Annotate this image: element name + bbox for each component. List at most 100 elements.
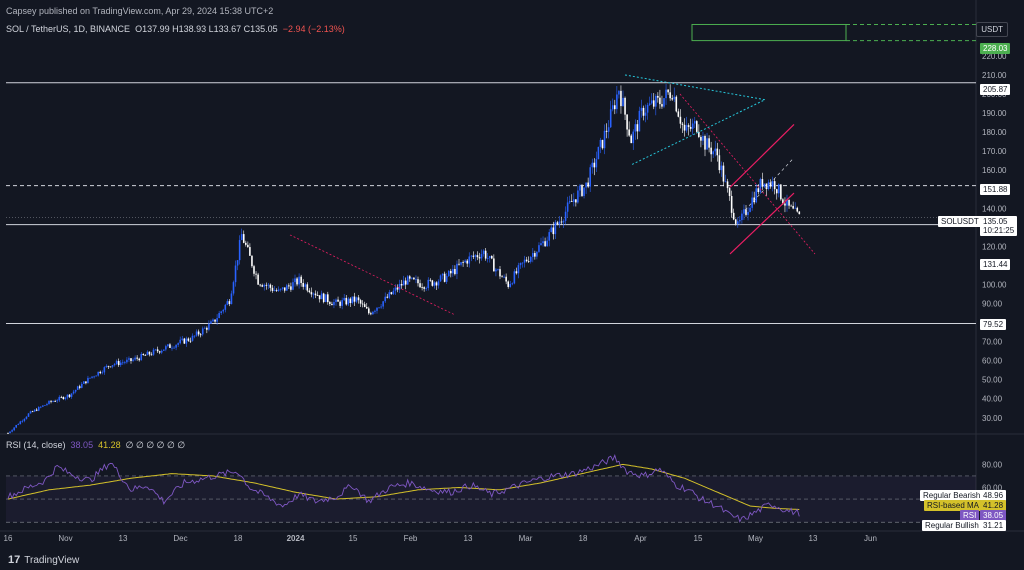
time-tick-label: 2024 <box>287 534 305 543</box>
candle-body <box>173 347 175 349</box>
candle-body <box>312 293 315 295</box>
horizontal-levels <box>6 82 976 324</box>
candle-body <box>52 401 54 402</box>
candle-body <box>62 397 65 400</box>
candle-body <box>310 292 313 295</box>
candle-body <box>573 199 575 202</box>
candle-body <box>747 211 749 215</box>
candle-body <box>195 331 198 336</box>
candle-body <box>169 344 171 348</box>
candle-body <box>66 394 69 398</box>
candle-body <box>201 328 204 335</box>
candle-body <box>238 240 241 261</box>
rsi-ma-tag: 41.28 <box>980 500 1007 511</box>
target-box <box>691 23 847 42</box>
symbol-name: SOL / TetherUS, 1D, BINANCE <box>6 24 131 34</box>
candle-body <box>679 116 682 124</box>
candle-body <box>421 287 423 288</box>
candle-body <box>341 300 343 306</box>
candle-body <box>392 290 395 295</box>
candle-body <box>749 207 751 212</box>
candle-body <box>167 344 169 347</box>
candle-body <box>216 318 218 322</box>
candle-body <box>87 377 89 384</box>
candle-body <box>431 280 434 286</box>
candle-body <box>281 287 284 289</box>
candle-body <box>374 310 376 312</box>
candle-body <box>40 406 42 408</box>
candle-body <box>445 276 448 282</box>
candle-body <box>675 96 678 112</box>
candle-body <box>640 107 643 111</box>
candle-body <box>632 131 635 144</box>
candle-body <box>19 421 22 425</box>
candle-body <box>357 297 360 301</box>
candle-body <box>505 276 507 282</box>
candle-body <box>347 298 350 305</box>
support1-price-tag: 131.44 <box>980 259 1011 270</box>
price-tick-label: 40.00 <box>982 395 1003 404</box>
candle-body <box>476 255 479 258</box>
candle-body <box>497 269 499 270</box>
candle-body <box>228 301 231 305</box>
candle-body <box>185 338 188 344</box>
candle-body <box>261 285 263 287</box>
candle-body <box>224 304 227 310</box>
candle-body <box>376 307 378 311</box>
candle-body <box>402 280 405 286</box>
candle-body <box>353 296 356 302</box>
tradingview-brand[interactable]: 17 TradingView <box>8 554 79 566</box>
candle-body <box>351 296 354 304</box>
countdown: 10:21:25 <box>983 226 1015 235</box>
candle-body <box>359 300 362 304</box>
candle-body <box>581 185 583 196</box>
time-tick-label: 13 <box>809 534 818 543</box>
candle-body <box>343 297 345 301</box>
candle-body <box>546 240 548 247</box>
downtrend-line-1 <box>289 234 456 316</box>
candle-body <box>519 262 522 266</box>
candle-body <box>761 179 764 187</box>
candle-body <box>591 162 594 168</box>
target-price-tag: 228.03 <box>980 43 1011 54</box>
candle-body <box>763 183 766 187</box>
price-tick-label: 170.00 <box>982 147 1007 156</box>
candle-body <box>700 136 702 141</box>
candle-body <box>230 293 233 305</box>
candle-body <box>152 349 155 355</box>
candle-body <box>529 256 532 262</box>
candle-body <box>669 92 671 99</box>
rsi-label: RSI (14, close) <box>6 440 66 450</box>
candle-body <box>345 297 348 305</box>
candle-body <box>568 200 571 203</box>
time-tick-label: 13 <box>464 534 473 543</box>
candle-body <box>685 125 688 131</box>
candle-body <box>458 263 460 265</box>
candle-body <box>423 287 425 289</box>
candle-body <box>89 377 91 379</box>
candle-body <box>386 296 389 298</box>
candle-body <box>76 386 79 390</box>
candle-body <box>480 254 483 259</box>
candle-body <box>698 131 700 137</box>
candle-body <box>757 188 760 193</box>
candle-body <box>626 114 628 130</box>
rsi-label-tag: RSI <box>960 510 980 521</box>
last-price-tag: 135.05 10:21:25 <box>980 216 1018 236</box>
drawings <box>289 23 976 316</box>
candle-body <box>193 335 196 337</box>
candle-body <box>279 288 282 290</box>
candle-body <box>536 251 538 257</box>
candle-body <box>622 97 624 107</box>
candle-body <box>245 242 247 245</box>
candle-body <box>300 276 302 283</box>
candle-body <box>513 271 516 284</box>
candle-body <box>737 221 739 224</box>
candle-body <box>646 104 649 113</box>
candle-body <box>521 262 524 264</box>
candle-body <box>247 244 249 248</box>
currency-button[interactable]: USDT <box>976 22 1008 37</box>
candle-body <box>644 112 647 116</box>
candle-body <box>171 347 173 349</box>
